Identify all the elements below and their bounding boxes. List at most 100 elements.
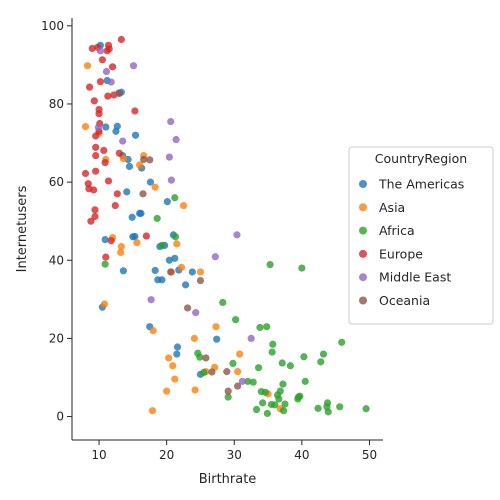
data-point <box>119 137 127 145</box>
data-point <box>286 362 294 370</box>
data-point <box>181 281 190 289</box>
series-africa <box>101 194 370 418</box>
data-point <box>163 387 171 395</box>
data-point <box>278 359 286 367</box>
data-point <box>298 264 306 272</box>
data-point <box>234 368 242 376</box>
x-axis-title: Birthrate <box>199 472 257 487</box>
data-point <box>266 260 274 269</box>
data-point <box>163 198 171 206</box>
data-point <box>300 353 308 361</box>
data-point <box>173 343 182 351</box>
legend-marker <box>359 273 367 282</box>
data-point <box>92 143 100 151</box>
data-point <box>131 232 139 241</box>
data-point <box>91 206 99 214</box>
data-point <box>117 248 125 257</box>
data-point <box>100 146 108 155</box>
data-point <box>191 386 199 394</box>
y-tick-label: 0 <box>56 410 64 424</box>
data-point <box>238 377 246 385</box>
data-point <box>81 169 90 178</box>
data-point <box>92 167 100 175</box>
data-point <box>224 393 232 401</box>
data-point <box>263 323 271 331</box>
legend-item-europe: Europe <box>359 246 423 261</box>
data-point <box>171 375 179 383</box>
data-point <box>101 260 109 268</box>
data-point <box>146 156 154 164</box>
data-point <box>96 47 104 55</box>
data-point <box>268 348 276 356</box>
data-point <box>107 237 115 245</box>
data-point <box>94 123 102 132</box>
data-point <box>317 358 325 366</box>
data-point <box>81 123 90 131</box>
data-point <box>252 405 261 414</box>
legend-item-africa: Africa <box>359 223 415 238</box>
legend-label: Europe <box>379 246 423 261</box>
data-point <box>319 350 328 358</box>
x-tick-label: 10 <box>91 448 106 462</box>
data-point <box>85 83 94 91</box>
data-point <box>88 44 96 53</box>
data-point <box>129 62 138 70</box>
x-tick-label: 30 <box>227 448 242 462</box>
data-point <box>136 161 144 169</box>
data-point <box>165 256 173 264</box>
series-oceania <box>115 89 242 395</box>
data-point <box>263 409 271 418</box>
data-point <box>104 177 113 185</box>
data-point <box>133 239 141 247</box>
legend-items: The Americas Asia Africa Europe Middle East O… <box>359 177 464 308</box>
data-point <box>184 304 192 312</box>
data-point <box>142 232 150 240</box>
legend-label: Africa <box>379 223 415 238</box>
data-point <box>173 240 181 248</box>
data-point <box>244 377 252 385</box>
data-point <box>147 296 155 304</box>
data-point <box>158 276 166 284</box>
data-point <box>219 298 227 307</box>
legend-label: Middle East <box>379 270 451 285</box>
data-point <box>115 89 123 98</box>
data-point <box>229 359 237 368</box>
data-point <box>148 407 157 415</box>
data-point <box>269 340 277 348</box>
data-point <box>279 380 287 388</box>
legend-label: The Americas <box>378 177 464 192</box>
data-point <box>165 354 173 362</box>
legend-marker <box>359 296 367 305</box>
legend-item-middle-east: Middle East <box>359 270 451 285</box>
data-point <box>92 151 100 160</box>
data-point <box>137 209 145 217</box>
legend-marker <box>359 203 367 212</box>
data-point <box>280 407 288 415</box>
data-point <box>296 392 304 400</box>
data-point <box>233 231 241 239</box>
data-point <box>247 334 255 343</box>
data-point <box>104 92 112 100</box>
data-point <box>113 122 121 130</box>
data-point <box>256 323 264 332</box>
data-point <box>87 217 95 225</box>
data-point <box>208 368 216 376</box>
data-point <box>171 194 179 202</box>
legend-item-oceania: Oceania <box>359 293 430 308</box>
data-point <box>107 78 115 86</box>
data-point <box>139 190 147 198</box>
data-point <box>213 335 221 343</box>
data-point <box>179 201 188 210</box>
data-point <box>236 350 244 358</box>
y-tick-label: 100 <box>41 19 64 33</box>
data-point <box>100 300 109 308</box>
data-point <box>212 323 220 331</box>
data-point <box>119 267 127 275</box>
data-point <box>167 176 175 184</box>
x-tick-label: 20 <box>159 448 174 462</box>
data-point <box>149 326 157 335</box>
legend: CountryRegion The Americas Asia Africa Euro… <box>348 146 494 325</box>
data-point <box>171 254 179 262</box>
legend-marker <box>359 180 367 188</box>
